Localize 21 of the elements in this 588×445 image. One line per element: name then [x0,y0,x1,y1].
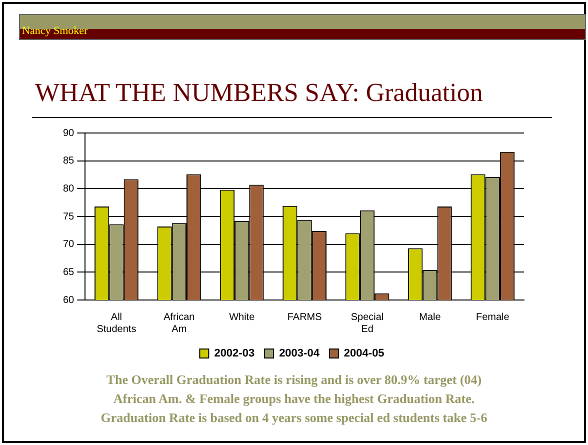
text: African Am. & Female groups have the highest Graduation Rate. [112,390,476,408]
x-tick-label: FARMS [287,312,322,323]
y-tick-label: 65 [63,266,75,278]
y-tick-label: 75 [63,211,75,222]
x-tick-label: Special Ed [350,312,384,335]
x-tick-label: African Am [164,312,195,335]
text: Graduation Rate is based on 4 years some special ed students take 5-6 [100,409,488,427]
x-tick-label: Male [419,312,442,323]
x-tick-label: Female [476,312,510,323]
x-tick-label: All Students [96,312,136,335]
legend-label: 2002-03 [214,348,255,360]
x-tick-label: White [229,312,256,323]
y-tick-label: 80 [63,183,75,194]
y-tick-label: 85 [63,156,75,167]
y-tick-label: 60 [63,294,75,306]
legend-label: 2004-05 [344,348,384,360]
text: The Overall Graduation Rate is rising and is over 80.9% target (04) [105,371,483,389]
chart-title: WHAT THE NUMBERS SAY: Graduation [35,78,483,108]
y-tick-label: 70 [63,239,75,250]
y-tick-label: 90 [63,128,75,139]
legend-label: 2003-04 [279,348,320,360]
